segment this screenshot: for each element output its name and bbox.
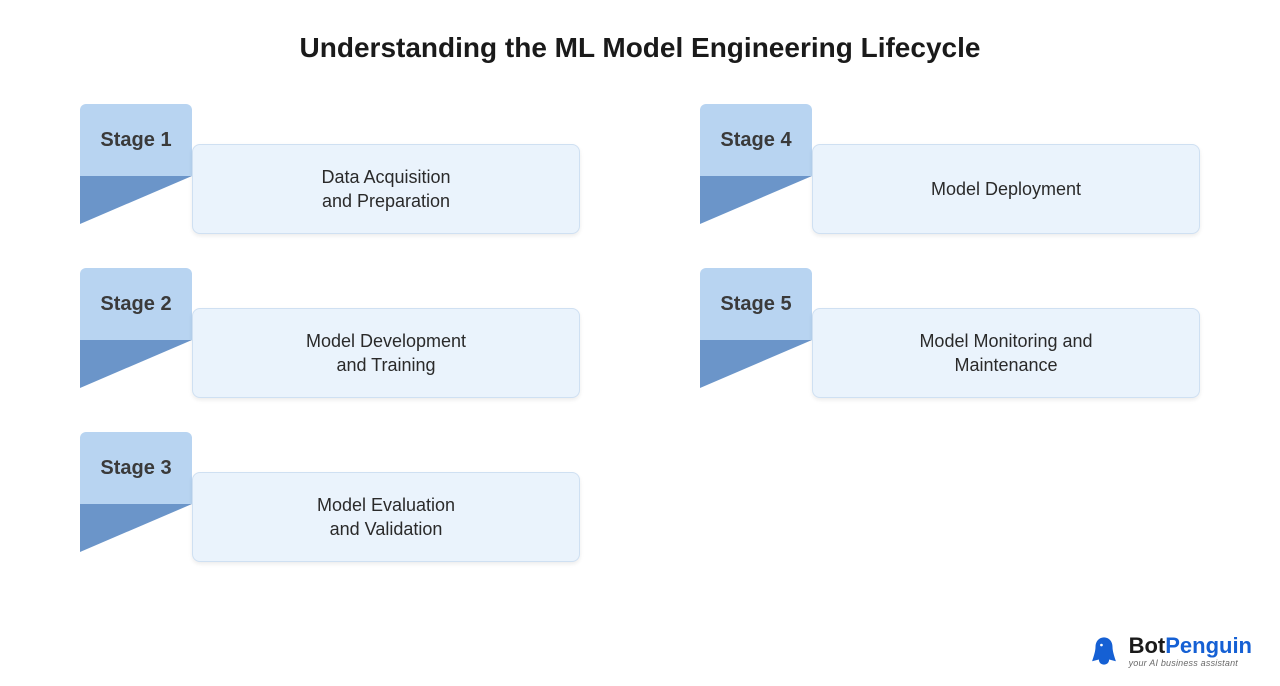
brand-part1: Bot <box>1129 633 1166 658</box>
stage-columns: Stage 1 Data Acquisition and Preparation… <box>0 64 1280 562</box>
stage-desc: Model Monitoring and Maintenance <box>812 308 1200 398</box>
left-column: Stage 1 Data Acquisition and Preparation… <box>80 104 580 562</box>
stage-wedge <box>80 340 192 388</box>
stage-item-2: Stage 2 Model Development and Training <box>80 268 580 398</box>
stage-wedge <box>80 176 192 224</box>
right-column: Stage 4 Model Deployment Stage 5 Model M… <box>700 104 1200 562</box>
stage-badge: Stage 2 <box>80 268 192 340</box>
penguin-icon <box>1087 634 1121 668</box>
stage-desc: Model Deployment <box>812 144 1200 234</box>
stage-wedge <box>700 176 812 224</box>
stage-badge: Stage 1 <box>80 104 192 176</box>
stage-item-4: Stage 4 Model Deployment <box>700 104 1200 234</box>
stage-wedge <box>80 504 192 552</box>
stage-item-5: Stage 5 Model Monitoring and Maintenance <box>700 268 1200 398</box>
brand-part2: Penguin <box>1165 633 1252 658</box>
stage-item-1: Stage 1 Data Acquisition and Preparation <box>80 104 580 234</box>
brand-text: BotPenguin your AI business assistant <box>1129 635 1252 668</box>
stage-badge: Stage 4 <box>700 104 812 176</box>
page-title: Understanding the ML Model Engineering L… <box>0 0 1280 64</box>
stage-badge: Stage 3 <box>80 432 192 504</box>
stage-desc: Model Development and Training <box>192 308 580 398</box>
stage-desc: Model Evaluation and Validation <box>192 472 580 562</box>
brand-logo: BotPenguin your AI business assistant <box>1087 634 1252 668</box>
brand-tagline: your AI business assistant <box>1129 659 1252 668</box>
stage-item-3: Stage 3 Model Evaluation and Validation <box>80 432 580 562</box>
stage-desc: Data Acquisition and Preparation <box>192 144 580 234</box>
stage-wedge <box>700 340 812 388</box>
stage-badge: Stage 5 <box>700 268 812 340</box>
